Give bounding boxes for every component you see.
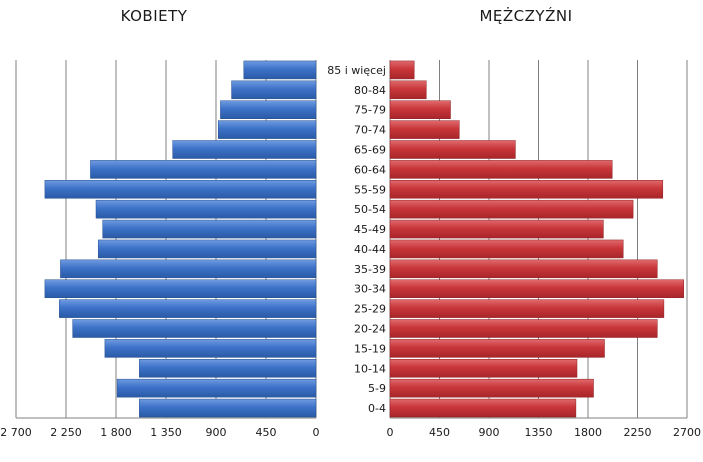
left-bar-30-34 [44,279,317,298]
right-x-tick-label: 0 [387,426,394,439]
age-group-label: 80-84 [354,84,386,97]
right-x-tick-label: 2700 [673,426,701,439]
age-group-label: 40-44 [354,243,386,256]
right-bar-35-39 [389,259,658,279]
age-group-label: 65-69 [354,144,386,157]
left-bar-70-74 [217,120,317,139]
right-bar-85-i-więcej [389,60,415,80]
left-x-tick-label: 900 [206,426,227,439]
right-bar-45-49 [389,219,604,239]
left-chart-title: KOBIETY [121,7,188,25]
right-x-tick-label: 900 [479,426,500,439]
right-x-tick-label: 450 [429,426,450,439]
right-x-tick-labels: 0 450 900 1350 1800 2250 2700 [387,426,702,439]
right-bar-25-29 [389,299,665,318]
right-bars [389,60,684,418]
age-group-label: 25-29 [354,303,386,316]
right-x-tick-label: 2250 [624,426,652,439]
age-group-labels: 85 i więcej 80-84 75-79 70-74 65-69 60-64 55-5… [327,64,386,415]
left-x-tick-label: 1 350 [150,426,182,439]
left-bar-0-4 [139,398,317,418]
right-bar-75-79 [389,100,451,119]
age-group-label: 20-24 [354,323,386,336]
age-group-label: 70-74 [354,124,386,137]
right-bar-20-24 [389,319,658,338]
age-group-label: 50-54 [354,203,386,216]
right-bar-30-34 [389,279,684,298]
left-x-tick-label: 2 700 [0,426,32,439]
right-bar-55-59 [389,180,664,199]
right-bar-0-4 [389,398,577,418]
left-bar-10-14 [139,359,317,378]
left-bar-40-44 [97,239,317,259]
left-bar-80-84 [231,80,317,100]
left-bar-35-39 [60,259,317,279]
left-x-tick-label: 1 800 [100,426,132,439]
right-bar-50-54 [389,199,634,219]
age-group-label: 35-39 [354,263,386,276]
right-bar-80-84 [389,80,427,100]
age-group-label: 10-14 [354,362,386,375]
left-bar-5-9 [116,378,317,398]
right-bar-15-19 [389,339,605,358]
age-group-label: 0-4 [368,402,386,415]
right-bar-10-14 [389,359,578,378]
left-x-tick-label: 450 [256,426,277,439]
left-bar-15-19 [104,339,317,358]
right-bar-5-9 [389,378,594,398]
left-bar-55-59 [44,180,317,199]
age-group-label: 45-49 [354,223,386,236]
left-bar-20-24 [72,319,317,338]
left-x-tick-labels: 2 700 2 250 1 800 1 350 900 450 0 [0,426,319,439]
right-gridlines [389,60,688,419]
right-chart-title: MĘŻCZYŹNI [479,6,572,25]
age-group-label: 75-79 [354,104,386,117]
age-group-label: 55-59 [354,183,386,196]
right-bar-60-64 [389,160,613,179]
left-bar-25-29 [59,299,317,318]
left-bar-50-54 [95,199,317,219]
left-x-tick-label: 2 250 [50,426,82,439]
age-group-label: 5-9 [368,382,386,395]
age-group-label: 60-64 [354,163,386,176]
left-bar-65-69 [172,140,317,159]
left-bar-85-i-więcej [243,60,317,80]
right-x-tick-label: 1350 [525,426,553,439]
right-bar-65-69 [389,140,516,159]
left-bar-75-79 [220,100,317,119]
right-bar-70-74 [389,120,460,139]
age-group-label: 15-19 [354,342,386,355]
right-x-tick-label: 1800 [574,426,602,439]
left-bar-45-49 [102,219,317,239]
left-gridlines [15,60,317,419]
age-group-label: 30-34 [354,283,386,296]
right-bar-40-44 [389,239,624,259]
left-bar-60-64 [90,160,317,179]
age-group-label: 85 i więcej [327,64,386,77]
left-bars [44,60,317,418]
left-x-tick-label: 0 [313,426,320,439]
